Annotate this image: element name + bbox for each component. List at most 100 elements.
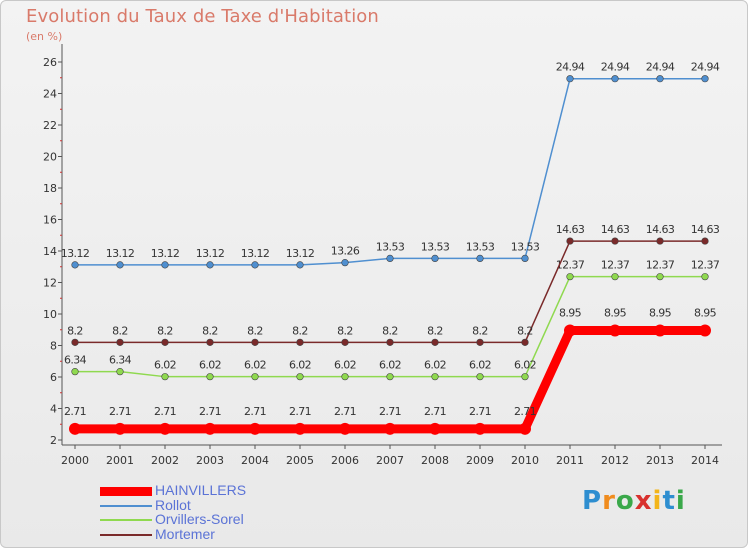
data-point-hainvillers <box>564 324 576 337</box>
data-label-rollot: 24.94 <box>601 61 630 74</box>
data-label-rollot: 13.12 <box>151 247 180 260</box>
data-point-mortemer <box>386 338 394 346</box>
data-point-hainvillers <box>294 422 306 435</box>
data-point-hainvillers <box>384 422 396 435</box>
y-tick-label: 6 <box>50 371 57 384</box>
data-label-hainvillers: 2.71 <box>334 405 356 418</box>
legend-swatch-hainvillers <box>100 487 152 496</box>
data-point-orvillers-sorel <box>566 273 574 281</box>
legend-swatch-rollot <box>100 504 152 507</box>
x-tick-label: 2002 <box>151 454 179 467</box>
data-point-mortemer <box>116 338 124 346</box>
data-label-mortemer: 8.2 <box>202 324 218 337</box>
data-label-orvillers-sorel: 12.37 <box>691 259 720 272</box>
data-label-rollot: 24.94 <box>556 61 585 74</box>
data-label-mortemer: 8.2 <box>112 324 128 337</box>
data-label-hainvillers: 2.71 <box>244 405 266 418</box>
data-point-hainvillers <box>519 422 531 435</box>
data-point-hainvillers <box>609 324 621 337</box>
data-label-orvillers-sorel: 6.02 <box>469 359 491 372</box>
data-label-orvillers-sorel: 6.34 <box>64 354 87 367</box>
data-label-hainvillers: 2.71 <box>199 405 221 418</box>
data-point-mortemer <box>701 237 709 245</box>
data-point-rollot <box>701 75 709 83</box>
data-label-orvillers-sorel: 6.02 <box>244 359 266 372</box>
logo-letter: P <box>582 486 603 516</box>
legend-swatch-orvillers-sorel <box>100 519 152 521</box>
data-point-mortemer <box>296 338 304 346</box>
logo-letter: i <box>652 486 663 516</box>
y-tick-label: 24 <box>43 88 57 101</box>
x-tick-label: 2014 <box>691 454 719 467</box>
data-label-mortemer: 8.2 <box>427 324 443 337</box>
data-point-hainvillers <box>654 324 666 337</box>
data-point-rollot <box>71 261 79 269</box>
data-label-mortemer: 8.2 <box>472 324 488 337</box>
data-label-mortemer: 8.2 <box>337 324 353 337</box>
x-tick-label: 2005 <box>286 454 314 467</box>
data-label-orvillers-sorel: 6.02 <box>514 359 536 372</box>
data-label-hainvillers: 8.95 <box>649 307 672 320</box>
data-point-mortemer <box>161 338 169 346</box>
data-label-hainvillers: 8.95 <box>604 307 627 320</box>
legend-label-mortemer: Mortemer <box>155 525 215 542</box>
data-label-orvillers-sorel: 12.37 <box>556 259 585 272</box>
legend-item-hainvillers: HAINVILLERS <box>100 482 340 499</box>
legend-item-orvillers-sorel: Orvillers-Sorel <box>100 511 340 528</box>
data-point-rollot <box>476 254 484 263</box>
data-label-mortemer: 8.2 <box>157 324 173 337</box>
x-tick-label: 2000 <box>61 454 89 467</box>
data-point-orvillers-sorel <box>386 373 394 381</box>
x-tick-label: 2011 <box>556 454 584 467</box>
x-tick-label: 2007 <box>376 454 404 467</box>
data-label-orvillers-sorel: 6.02 <box>199 359 221 372</box>
data-point-rollot <box>206 261 214 269</box>
data-label-mortemer: 14.63 <box>646 223 675 236</box>
data-point-rollot <box>431 254 439 263</box>
data-label-hainvillers: 8.95 <box>694 307 717 320</box>
data-point-hainvillers <box>114 422 126 435</box>
legend: HAINVILLERS Rollot Orvillers-Sorel Mortemer <box>100 482 340 542</box>
legend-label-hainvillers: HAINVILLERS <box>155 482 247 498</box>
data-point-rollot <box>296 261 304 269</box>
data-label-orvillers-sorel: 6.34 <box>109 354 132 367</box>
series-line-rollot <box>74 77 706 266</box>
data-point-hainvillers <box>474 422 486 435</box>
data-label-orvillers-sorel: 6.02 <box>379 359 401 372</box>
data-label-mortemer: 8.2 <box>517 324 533 337</box>
logo-letter: o <box>615 486 635 516</box>
y-tick-label: 14 <box>43 245 57 258</box>
data-label-hainvillers: 2.71 <box>154 405 176 418</box>
data-label-rollot: 13.53 <box>466 240 495 253</box>
y-tick-label: 12 <box>43 277 57 290</box>
data-point-mortemer <box>611 237 619 245</box>
data-point-mortemer <box>656 237 664 245</box>
data-point-hainvillers <box>249 422 261 435</box>
data-label-orvillers-sorel: 6.02 <box>424 359 446 372</box>
data-label-rollot: 13.12 <box>61 247 90 260</box>
data-label-orvillers-sorel: 12.37 <box>601 259 630 272</box>
data-label-orvillers-sorel: 6.02 <box>289 359 311 372</box>
data-label-hainvillers: 2.71 <box>379 405 401 418</box>
data-point-orvillers-sorel <box>161 373 169 381</box>
data-point-orvillers-sorel <box>521 373 529 381</box>
data-label-orvillers-sorel: 6.02 <box>334 359 356 372</box>
data-point-orvillers-sorel <box>251 373 259 381</box>
chart-title: Evolution du Taux de Taxe d'Habitation <box>26 6 379 27</box>
y-tick-label: 20 <box>43 151 57 164</box>
y-tick-label: 18 <box>43 182 57 195</box>
logo-letter: x <box>634 486 653 516</box>
data-point-rollot <box>251 261 259 269</box>
data-label-rollot: 13.12 <box>241 247 270 260</box>
proxiti-logo: Proxiti <box>582 486 686 516</box>
data-point-orvillers-sorel <box>476 373 484 381</box>
data-label-orvillers-sorel: 6.02 <box>154 359 176 372</box>
data-point-mortemer <box>251 338 259 346</box>
data-point-hainvillers <box>429 422 441 435</box>
data-point-rollot <box>566 75 574 83</box>
data-point-orvillers-sorel <box>296 373 304 381</box>
data-point-orvillers-sorel <box>431 373 439 381</box>
data-point-orvillers-sorel <box>611 273 619 281</box>
